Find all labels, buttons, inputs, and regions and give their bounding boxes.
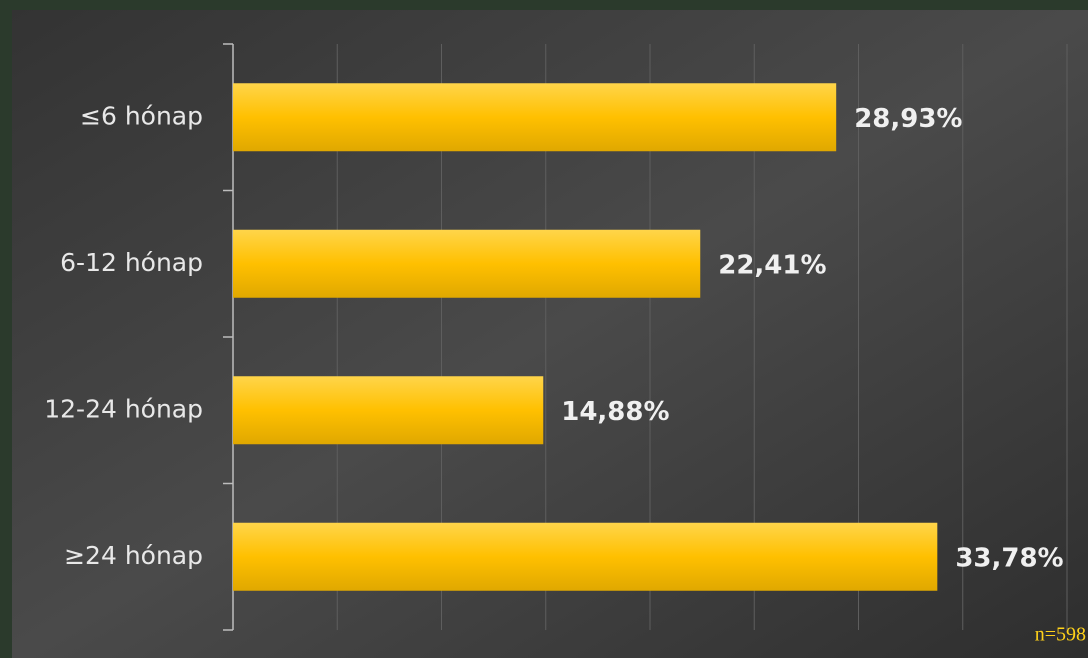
value-label: 28,93% <box>854 104 962 134</box>
category-label: 6-12 hónap <box>60 248 203 277</box>
sample-size: n=598 <box>1035 624 1086 646</box>
value-label: 33,78% <box>955 543 1063 573</box>
value-label: 22,41% <box>718 250 826 280</box>
category-label: 12-24 hónap <box>44 394 203 423</box>
category-label: ≤6 hónap <box>80 101 203 130</box>
value-label: 14,88% <box>561 397 669 427</box>
bar <box>233 83 837 152</box>
category-label: ≥24 hónap <box>64 541 203 570</box>
bar <box>233 229 701 298</box>
bar <box>233 522 938 591</box>
bar <box>233 376 544 445</box>
